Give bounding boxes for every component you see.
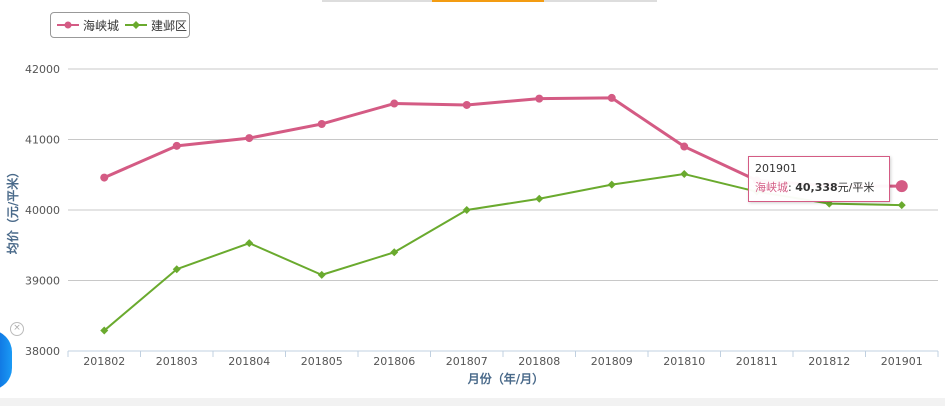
chart-legend: 海峡城 建邺区 (50, 12, 190, 38)
diamond-marker-icon (125, 21, 148, 29)
series-2-point (535, 194, 544, 203)
series-2-point (100, 326, 109, 335)
x-tick-label: 201807 (446, 355, 488, 368)
legend-label-series-2: 建邺区 (151, 18, 188, 33)
series-1-point (462, 100, 471, 109)
series-1-point (535, 94, 544, 103)
y-axis-label: 均价（元/平米） (5, 166, 20, 254)
series-layer (100, 93, 908, 335)
x-tick-label: 201810 (663, 355, 705, 368)
y-tick-label: 39000 (25, 275, 60, 288)
tooltip-value: 40,338 (795, 181, 838, 194)
series-1-point (607, 93, 616, 102)
series-2-point (607, 180, 616, 189)
x-tick-label: 201808 (518, 355, 560, 368)
series-2-point (172, 265, 181, 274)
legend-label-series-1: 海峡城 (83, 18, 120, 33)
x-tick-label: 201806 (373, 355, 415, 368)
series-1-point (172, 141, 181, 150)
x-tick-label: 201809 (591, 355, 633, 368)
y-tick-label: 40000 (25, 204, 60, 217)
tooltip-series-name: 海峡城 (755, 181, 788, 194)
legend-item-series-1[interactable]: 海峡城 (57, 17, 119, 34)
series-1-point (245, 134, 254, 143)
series-2-point (897, 201, 906, 210)
tooltip-category: 201901 (755, 162, 797, 175)
series-1-point (390, 99, 399, 108)
series-2-point (390, 248, 399, 257)
series-2-point (317, 270, 326, 279)
series-1-point (895, 180, 908, 193)
x-tick-label: 201803 (156, 355, 198, 368)
grid-lines (68, 68, 938, 352)
chart-tooltip: 201901 海峡城: 40,338元/平米 (748, 156, 890, 202)
y-tick-label: 38000 (25, 345, 60, 358)
close-icon[interactable]: × (10, 322, 24, 336)
x-tick-label: 201802 (83, 355, 125, 368)
x-tick-label: 201812 (808, 355, 850, 368)
series-1-point (680, 142, 689, 151)
bottom-bar (0, 398, 945, 406)
x-axis-label: 月份（年/月） (467, 371, 544, 386)
y-tick-label: 42000 (25, 63, 60, 76)
series-2-point (462, 206, 471, 214)
x-tick-label: 201901 (881, 355, 923, 368)
x-tick-label: 201811 (736, 355, 778, 368)
x-tick-label: 201805 (301, 355, 343, 368)
side-float-widget[interactable] (0, 330, 12, 390)
tooltip-unit: 元/平米 (837, 181, 875, 194)
top-tab-active-indicator (432, 0, 544, 2)
x-axis: 201802 201803 201804 201805 201806 201807 2018… (67, 350, 939, 368)
y-tick-label: 41000 (25, 134, 60, 147)
series-1-point (100, 173, 109, 182)
x-tick-label: 201804 (228, 355, 270, 368)
series-2-point (245, 239, 254, 248)
circle-marker-icon (57, 21, 79, 29)
series-1-point (317, 119, 326, 128)
y-axis: 38000 39000 40000 41000 42000 (25, 63, 60, 358)
series-2-point (680, 170, 689, 179)
legend-item-series-2[interactable]: 建邺区 (125, 17, 187, 34)
